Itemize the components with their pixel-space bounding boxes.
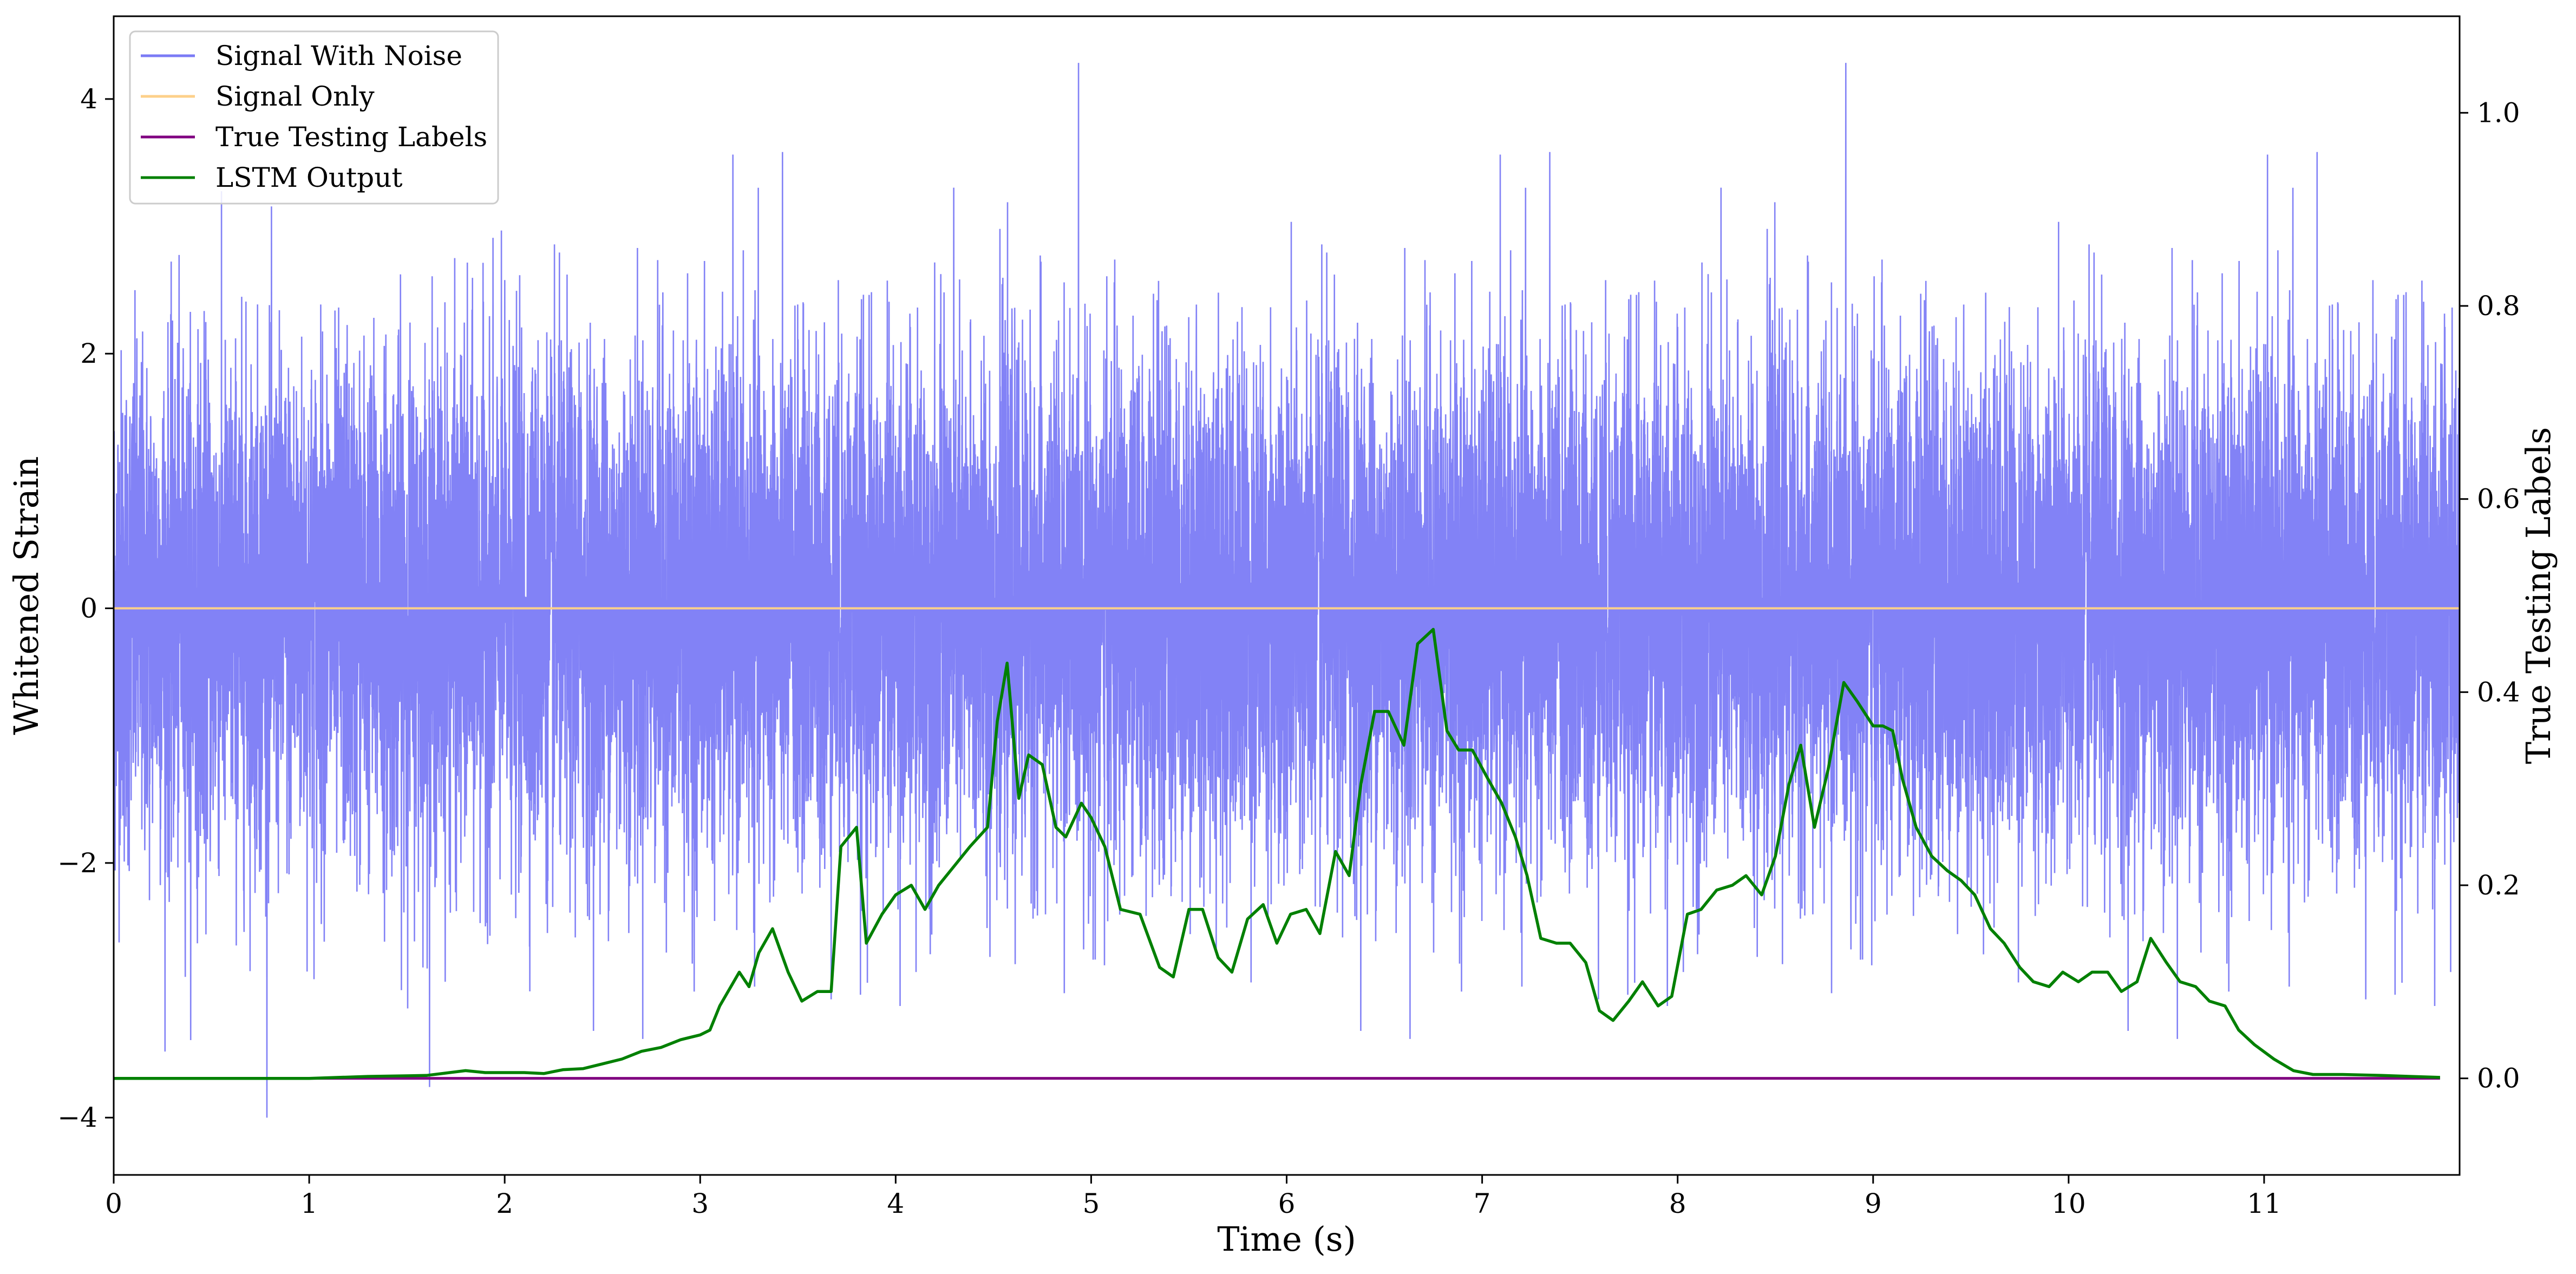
x-tick-label: 11 xyxy=(2247,1188,2281,1219)
legend-label: Signal With Noise xyxy=(215,40,462,71)
x-tick-label: 3 xyxy=(691,1188,709,1219)
legend-box xyxy=(129,30,499,205)
legend-label: LSTM Output xyxy=(215,162,402,193)
y-axis-label-right: True Testing Labels xyxy=(2519,427,2558,765)
y-right-tick-label: 0.2 xyxy=(2477,870,2520,901)
legend-label: True Testing Labels xyxy=(215,121,487,153)
y-axis-label: Whitened Strain xyxy=(6,456,46,735)
x-tick-label: 0 xyxy=(105,1188,122,1219)
legend-label: Signal Only xyxy=(215,81,375,112)
y-tick-label: −4 xyxy=(57,1102,97,1133)
x-tick-label: 5 xyxy=(1083,1188,1100,1219)
y-right-tick-label: 0.6 xyxy=(2477,484,2520,515)
y-right-tick-label: 0.4 xyxy=(2477,676,2520,708)
axes-layer: 0 1 2 3 4 5 6 7 8 9 10 11 −4 −2 0 2 4 0.0 0.2 0.4 0.6 0.8 1.0 xyxy=(57,83,2520,1219)
x-tick-label: 1 xyxy=(300,1188,318,1219)
series-signal-with-noise xyxy=(114,63,2460,1118)
y-tick-label: 2 xyxy=(80,338,97,369)
x-tick-label: 7 xyxy=(1474,1188,1491,1219)
x-tick-label: 10 xyxy=(2051,1188,2086,1219)
plot-layer xyxy=(114,63,2460,1118)
y-right-tick-label: 0.0 xyxy=(2477,1063,2520,1094)
x-axis-label: Time (s) xyxy=(1217,1219,1356,1259)
x-tick-label: 8 xyxy=(1669,1188,1686,1219)
series-lstm-output xyxy=(114,628,2440,1080)
y-tick-label: −2 xyxy=(57,847,97,879)
y-tick-label: 4 xyxy=(80,83,97,115)
legend: Signal With Noise Signal Only True Testing… xyxy=(129,30,499,205)
x-tick-label: 2 xyxy=(496,1188,513,1219)
x-tick-label: 9 xyxy=(1865,1188,1882,1219)
x-tick-label: 4 xyxy=(887,1188,904,1219)
x-tick-label: 6 xyxy=(1278,1188,1296,1219)
y-right-tick-label: 1.0 xyxy=(2477,97,2520,128)
y-right-tick-label: 0.8 xyxy=(2477,290,2520,322)
y-tick-label: 0 xyxy=(80,593,97,624)
